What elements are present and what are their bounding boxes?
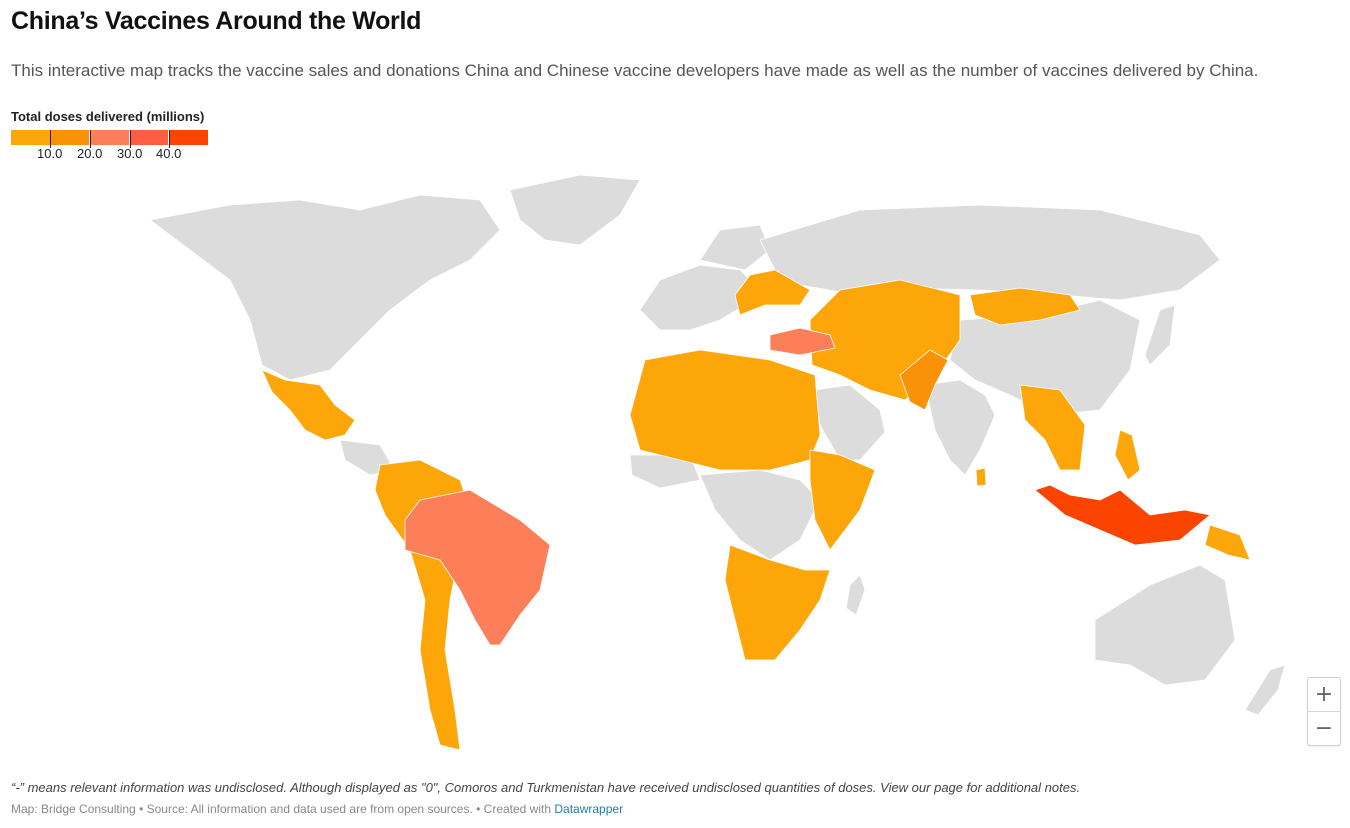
legend-tick-label: 40.0: [156, 146, 182, 161]
zoom-out-button[interactable]: −: [1314, 716, 1334, 741]
color-legend: Total doses delivered (millions) 10.0 20…: [11, 109, 221, 161]
greenland-landmass[interactable]: [509, 174, 641, 246]
central-africa-landmass[interactable]: [699, 469, 821, 561]
legend-tick-label: 20.0: [77, 146, 103, 161]
japan[interactable]: [1144, 304, 1176, 366]
southeast-asia-countries[interactable]: [1019, 384, 1086, 471]
footnote: “-” means relevant information was undis…: [11, 780, 1081, 795]
papua-new-guinea-country[interactable]: [1204, 524, 1251, 561]
zoom-in-button[interactable]: +: [1314, 682, 1334, 707]
delivered-countries: [261, 269, 1251, 751]
legend-tick-label: 30.0: [117, 146, 143, 161]
legend-swatch-3: [90, 130, 130, 145]
legend-tick-mark: [50, 130, 51, 148]
new-zealand[interactable]: [1244, 664, 1286, 716]
world-map[interactable]: [0, 170, 1350, 770]
madagascar[interactable]: [845, 574, 866, 616]
east-africa-countries[interactable]: [809, 449, 876, 551]
legend-tick-mark: [90, 130, 91, 148]
north-america-landmass[interactable]: [149, 194, 501, 381]
mongolia-country[interactable]: [969, 287, 1081, 326]
no-data-countries: [149, 174, 1286, 716]
russia-landmass[interactable]: [759, 204, 1221, 301]
scandinavia-landmass[interactable]: [699, 224, 771, 271]
legend-tick-mark: [130, 130, 131, 148]
legend-swatch-2: [50, 130, 91, 145]
middle-east-central-asia-countries[interactable]: [809, 279, 961, 401]
china-landmass[interactable]: [949, 299, 1141, 416]
legend-swatch-5: [169, 130, 209, 145]
legend-color-bar: [11, 130, 209, 145]
eastern-europe-countries[interactable]: [734, 269, 811, 316]
byline-text: Map: Bridge Consulting • Source: All inf…: [11, 802, 555, 816]
southern-africa-countries[interactable]: [724, 544, 831, 661]
page-title: China’s Vaccines Around the World: [11, 7, 422, 35]
arabia-landmass[interactable]: [814, 384, 886, 461]
legend-ticks: 10.0 20.0 30.0 40.0: [11, 130, 221, 161]
turkey-country[interactable]: [769, 327, 836, 356]
byline: Map: Bridge Consulting • Source: All inf…: [11, 802, 623, 816]
zoom-divider: [1308, 711, 1340, 712]
australia-landmass[interactable]: [1094, 564, 1236, 686]
india-landmass[interactable]: [924, 379, 996, 476]
mexico-country[interactable]: [261, 369, 356, 441]
legend-title: Total doses delivered (millions): [11, 109, 205, 124]
north-africa-countries[interactable]: [629, 349, 821, 471]
legend-swatch-1: [11, 130, 51, 145]
legend-swatch-4: [129, 130, 170, 145]
legend-tick-mark: [169, 130, 170, 148]
datawrapper-link[interactable]: Datawrapper: [554, 802, 624, 816]
pakistan-country[interactable]: [899, 349, 949, 411]
legend-tick-label: 10.0: [37, 146, 63, 161]
page-subtitle: This interactive map tracks the vaccine …: [11, 61, 1259, 80]
sri-lanka-country[interactable]: [975, 467, 987, 487]
brazil-country[interactable]: [404, 489, 551, 646]
philippines-country[interactable]: [1114, 429, 1141, 481]
indonesia-country[interactable]: [1034, 484, 1211, 546]
zoom-controls: + −: [1307, 677, 1341, 746]
